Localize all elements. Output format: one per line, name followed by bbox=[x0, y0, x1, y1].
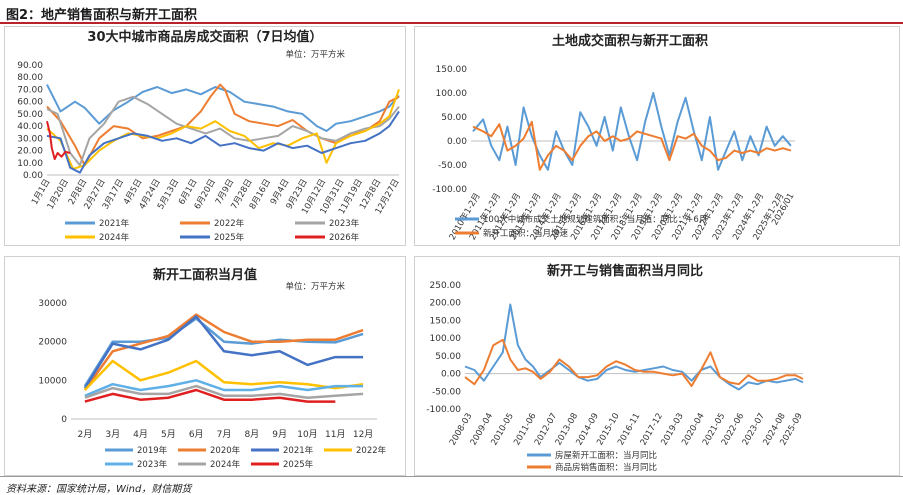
chart-panel-starts-monthly: 新开工面积当月值单位：万平方米 0 10000 20000 30000 2月 3月 4月 5月 6… bbox=[4, 256, 406, 476]
chart-title: 30大中城市商品房成交面积（7日均值） bbox=[87, 29, 322, 45]
chart-panel-yoy: 新开工与销售面积当月同比 -100.00 -50.00 0.00 50.00 100.00… bbox=[414, 256, 900, 476]
series-line bbox=[83, 313, 364, 391]
y-tick-label: 30000 bbox=[38, 299, 67, 309]
unit-label: 单位：万平方米 bbox=[285, 49, 345, 60]
y-tick-label: 100.00 bbox=[430, 334, 462, 344]
unit-label: 单位：万平方米 bbox=[285, 281, 345, 292]
y-tick-label: 60.00 bbox=[17, 98, 43, 108]
legend-label: 2022年 bbox=[214, 218, 245, 229]
y-tick-label: 20.00 bbox=[17, 147, 43, 157]
chart-panel-land-vs-starts: 土地成交面积与新开工面积 -100.00 -50.00 0.00 50.00 100.00… bbox=[414, 26, 900, 246]
legend-label: 2021年 bbox=[283, 445, 314, 456]
legend-label: 2019年 bbox=[137, 445, 168, 456]
x-tick-label: 4月 bbox=[133, 429, 148, 440]
chart-land-vs-starts: 土地成交面积与新开工面积 -100.00 -50.00 0.00 50.00 100.00… bbox=[432, 33, 796, 242]
x-tick-label: 9月 bbox=[272, 429, 287, 440]
series-line bbox=[472, 92, 792, 171]
x-tick-label: 10月 bbox=[297, 429, 317, 440]
series-line bbox=[46, 95, 400, 167]
series-line bbox=[46, 110, 400, 174]
y-tick-label: 80.00 bbox=[17, 73, 43, 83]
legend-label: 2024年 bbox=[210, 459, 241, 470]
x-tick-label: 7月 bbox=[217, 429, 232, 440]
x-tick-label: 5月 bbox=[161, 429, 176, 440]
title-rule bbox=[0, 22, 903, 24]
chart-sales-7day: 30大中城市商品房成交面积（7日均值） 单位：万平方米 0.00 10.00 20.00… bbox=[17, 29, 401, 243]
legend-label: 2025年 bbox=[283, 459, 314, 470]
y-tick-label: 150.00 bbox=[436, 65, 468, 75]
x-tick-label: 11月 bbox=[325, 429, 345, 440]
series-line bbox=[472, 120, 792, 171]
legend-label: 2021年 bbox=[99, 218, 130, 229]
y-tick-label: 100.00 bbox=[436, 89, 468, 99]
y-tick-label: 0 bbox=[61, 415, 67, 425]
legend-label: 2025年 bbox=[214, 232, 245, 243]
series-line bbox=[84, 384, 364, 399]
x-tick-label: 6月 bbox=[189, 429, 204, 440]
y-tick-label: 30.00 bbox=[17, 134, 43, 144]
legend-label: 2024年 bbox=[99, 232, 130, 243]
y-tick-label: 200.00 bbox=[430, 299, 462, 309]
y-tick-label: 150.00 bbox=[430, 316, 462, 326]
chart-title: 土地成交面积与新开工面积 bbox=[552, 33, 708, 49]
series-line bbox=[84, 379, 364, 397]
series-line bbox=[46, 89, 400, 170]
series-line bbox=[83, 359, 364, 391]
x-tick-label: 8月 bbox=[244, 429, 259, 440]
chart-title: 新开工与销售面积当月同比 bbox=[547, 263, 703, 279]
y-tick-label: 10000 bbox=[38, 376, 67, 386]
y-tick-label: 50.00 bbox=[441, 113, 467, 123]
source-rule bbox=[0, 476, 903, 477]
y-tick-label: 70.00 bbox=[17, 85, 43, 95]
y-tick-label: 0.00 bbox=[447, 137, 467, 147]
y-tick-label: -50.00 bbox=[432, 387, 461, 397]
y-tick-label: 50.00 bbox=[435, 352, 461, 362]
legend-label: 100大中城市成交土地规划建筑面积：当月值：同比：+6月 bbox=[483, 214, 707, 225]
legend-label: 新开工面积：当月增速 bbox=[483, 228, 569, 239]
figure-title: 图2：地产销售面积与新开工面积 bbox=[6, 8, 198, 23]
y-tick-label: -100.00 bbox=[432, 185, 467, 195]
y-tick-label: -100.00 bbox=[426, 405, 461, 415]
series-line bbox=[46, 120, 71, 161]
y-tick-label: 10.00 bbox=[17, 159, 43, 169]
series-line bbox=[464, 303, 804, 391]
y-tick-label: 20000 bbox=[38, 338, 67, 348]
legend-label: 2026年 bbox=[329, 232, 360, 243]
legend-label: 2023年 bbox=[137, 459, 168, 470]
legend-label: 2020年 bbox=[210, 445, 241, 456]
y-tick-label: 40.00 bbox=[17, 122, 43, 132]
series-line bbox=[464, 338, 804, 387]
x-tick-label: 3月 bbox=[105, 429, 120, 440]
source-note: 资料来源：国家统计局，Wind，财信期货 bbox=[6, 484, 192, 495]
x-tick-label: 2月 bbox=[78, 429, 93, 440]
series-line bbox=[83, 315, 364, 389]
y-tick-label: 50.00 bbox=[17, 110, 43, 120]
chart-title: 新开工面积当月值 bbox=[153, 267, 257, 283]
legend-label: 2023年 bbox=[329, 218, 360, 229]
chart-panel-sales-7day: 30大中城市商品房成交面积（7日均值） 单位：万平方米 0.00 10.00 20.00… bbox=[4, 26, 406, 246]
series-line bbox=[83, 317, 364, 387]
series-line bbox=[84, 388, 336, 403]
series-line bbox=[46, 84, 400, 132]
legend-label: 房屋新开工面积：当月同比 bbox=[555, 450, 657, 461]
chart-starts-sales-yoy: 新开工与销售面积当月同比 -100.00 -50.00 0.00 50.00 100.00… bbox=[426, 263, 805, 473]
y-tick-label: 0.00 bbox=[441, 370, 461, 380]
y-tick-label: 90.00 bbox=[17, 61, 43, 71]
y-tick-label: -50.00 bbox=[438, 161, 467, 171]
y-tick-label: 250.00 bbox=[430, 281, 462, 291]
x-tick-label: 12月 bbox=[353, 429, 373, 440]
legend-label: 2022年 bbox=[356, 445, 387, 456]
legend-label: 商品房销售面积：当月同比 bbox=[555, 462, 657, 473]
series-line bbox=[46, 83, 400, 167]
y-tick-label: 0.00 bbox=[23, 171, 43, 181]
